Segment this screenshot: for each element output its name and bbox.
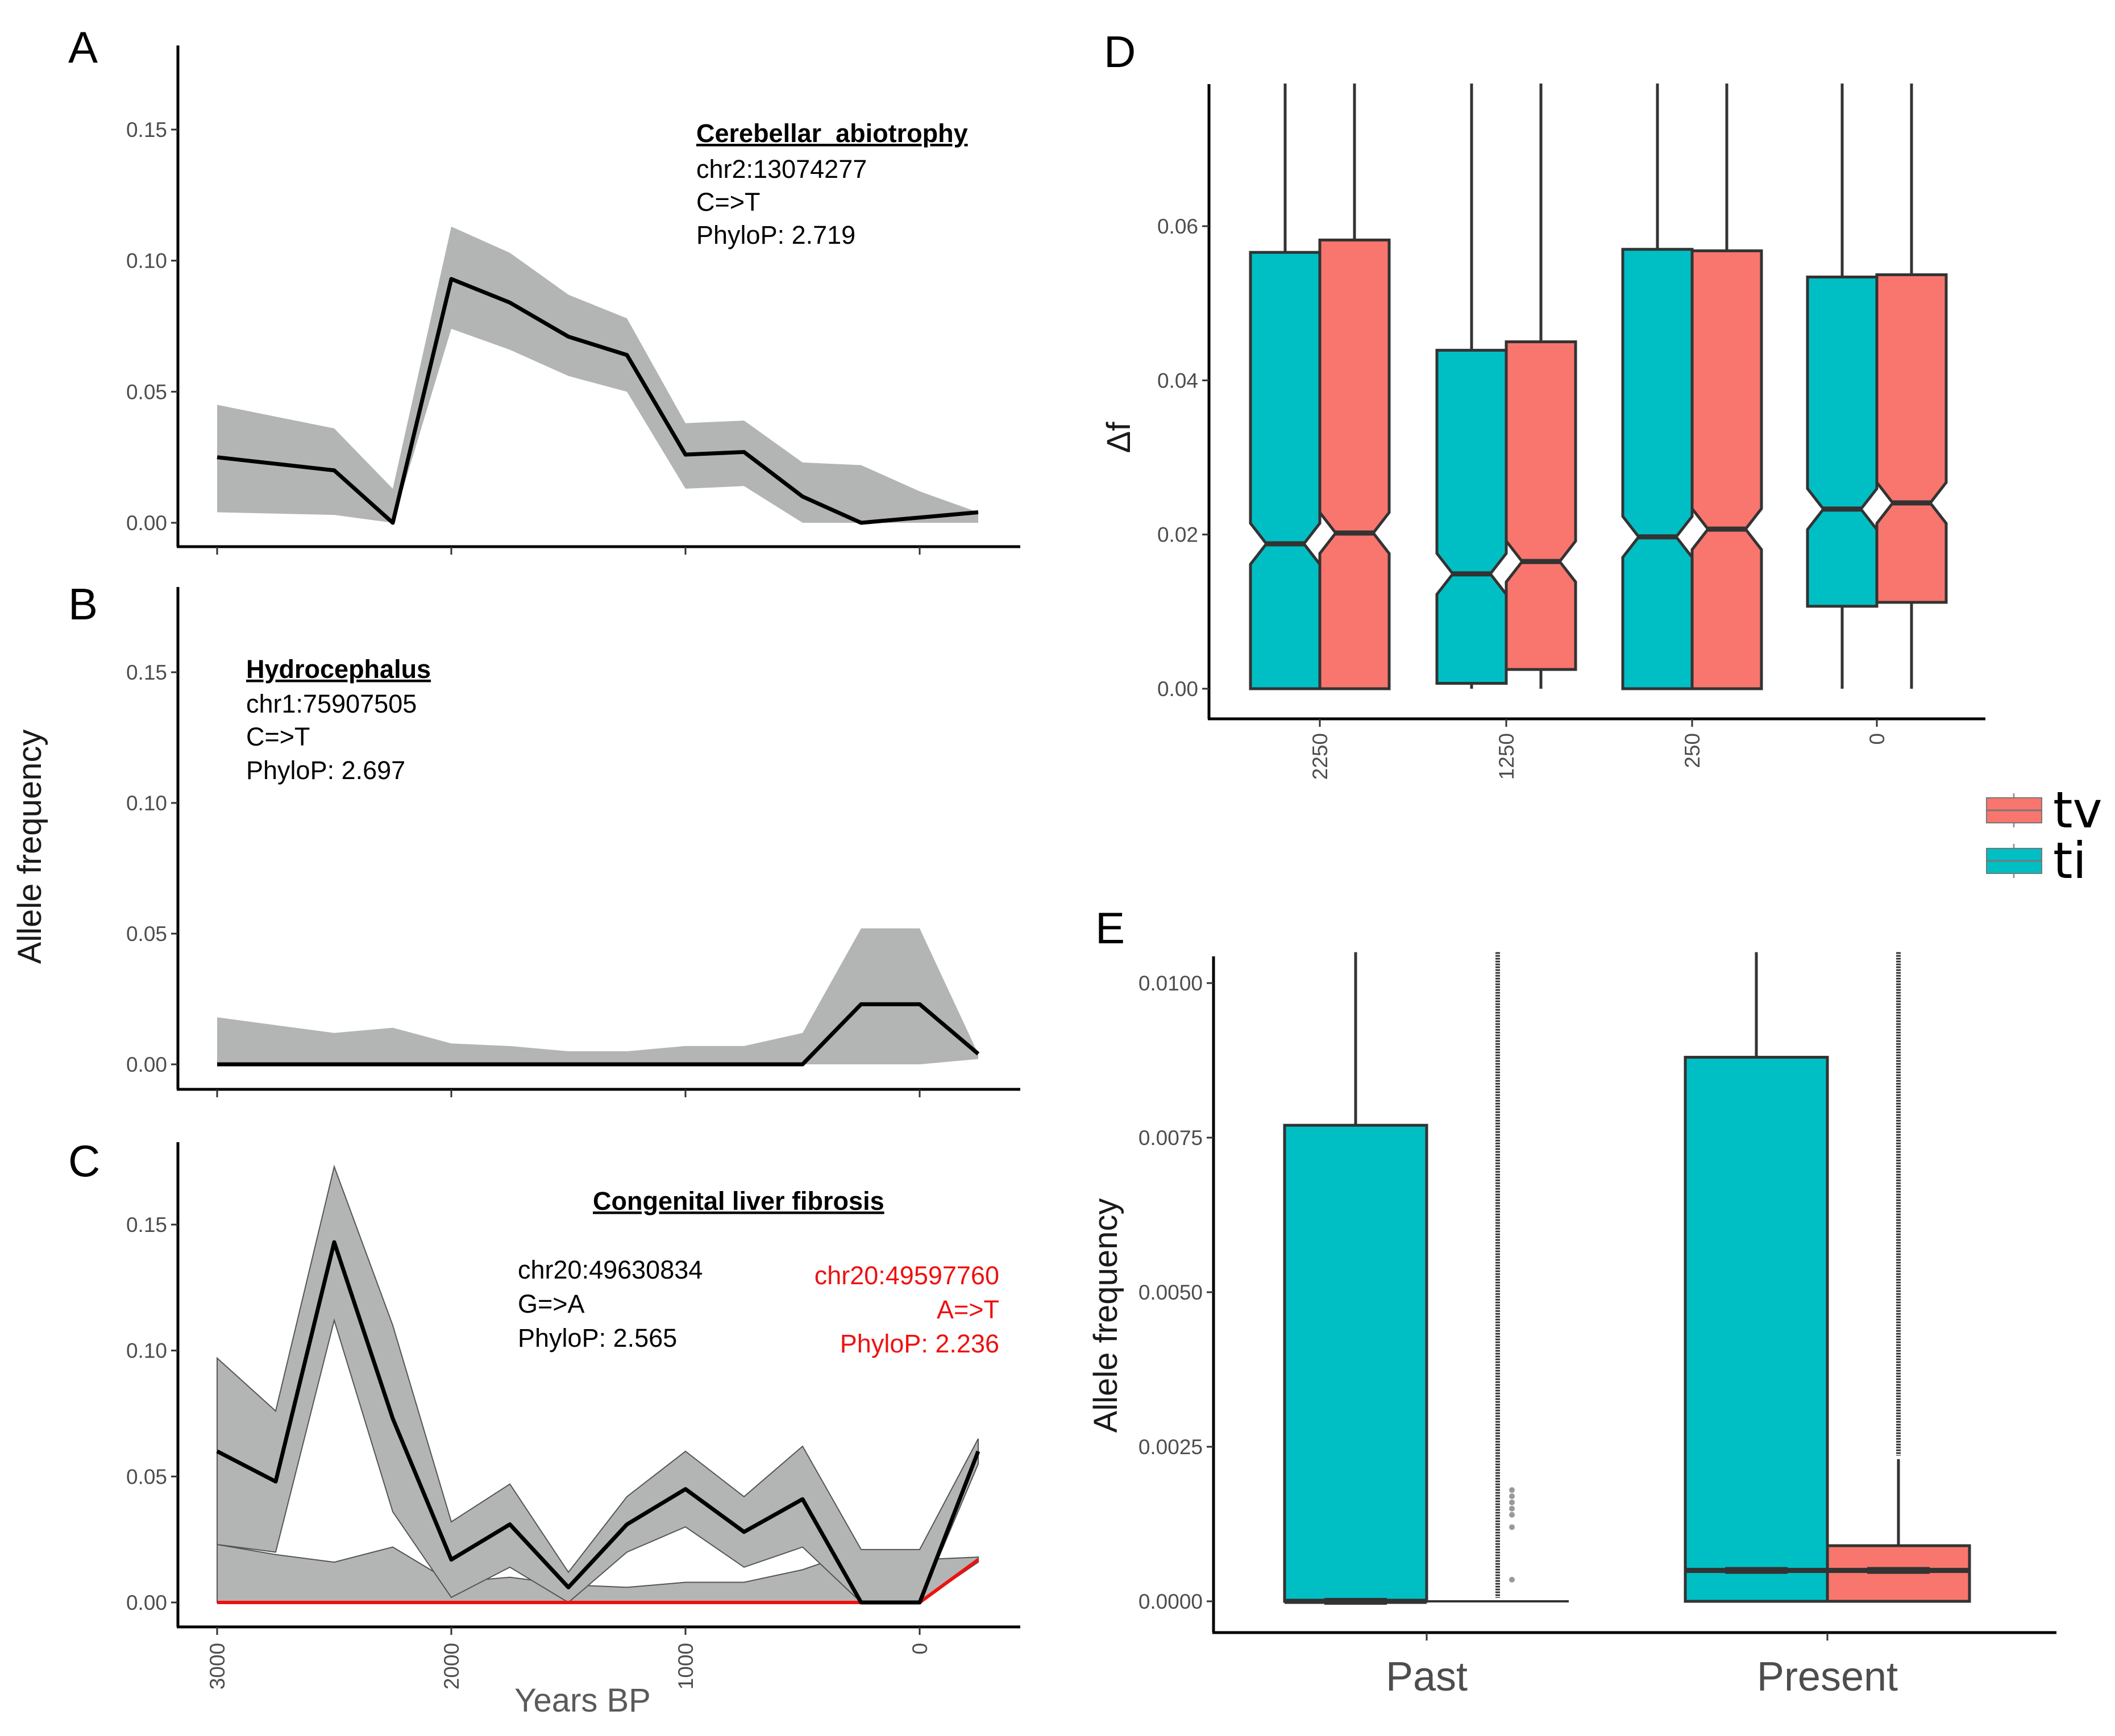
panel-e-y-tick-label: 0.0000	[1138, 1590, 1203, 1613]
left-y-axis-label: Allele frequency	[11, 730, 48, 964]
panel-d-box-tv	[1318, 238, 1391, 690]
panel-d-y-axis-label: Δf	[1100, 422, 1137, 453]
panel-e-outlier-point	[1509, 1499, 1515, 1505]
panel-c-y-tick-label: 0.10	[126, 1339, 167, 1363]
panel-b-locus: chr1:75907505	[246, 689, 417, 718]
panel-e-y-tick-label: 0.0075	[1138, 1126, 1203, 1150]
panel-c-locus: chr20:49630834	[518, 1255, 703, 1284]
panel-e-outlier-point	[1509, 1576, 1515, 1583]
panel-d-x-tick-label: 250	[1681, 733, 1704, 768]
panel-e-x-tick-label: Present	[1757, 1654, 1898, 1700]
panel-label-a: A	[68, 22, 98, 72]
panel-d-y-tick-label: 0.04	[1157, 369, 1198, 392]
panel-e: 0.0000 0.0025 0.0050 0.0075 0.0100 Past Presen…	[1138, 952, 2056, 1700]
panel-a-y-tick-label: 0.10	[126, 249, 167, 273]
panel-d: 0.00 0.02 0.04 0.06 2250 1250 250 0	[1157, 84, 1985, 780]
panel-c-locus-red: chr20:49597760	[815, 1261, 999, 1290]
panel-d-y-tick-label: 0.02	[1157, 523, 1198, 547]
panel-c-mutation: G=>A	[518, 1289, 585, 1318]
panel-c-y-tick-label: 0.15	[126, 1213, 167, 1237]
panel-c-y-tick-label: 0.05	[126, 1465, 167, 1488]
panel-b: 0.00 0.05 0.10 0.15	[126, 587, 1020, 1097]
panel-c-freq-line	[216, 1240, 980, 1605]
panel-c: 0.00 0.05 0.10 0.15 3000 2000 1000 0	[126, 1142, 1020, 1689]
panel-a-phylop: PhyloP: 2.719	[696, 220, 855, 249]
panel-a: 0.00 0.05 0.10 0.15	[126, 45, 1020, 555]
panel-e-y-axis-label: Allele frequency	[1087, 1198, 1124, 1433]
panel-b-y-tick-label: 0.15	[126, 661, 167, 684]
panel-c-freq-line	[217, 1558, 979, 1604]
legend-label-tv: tv	[2053, 781, 2102, 839]
panel-e-outlier-point	[1509, 1524, 1515, 1530]
panel-label-c: C	[68, 1136, 100, 1186]
panel-d-box-ti	[1249, 251, 1322, 690]
panel-d-y-tick-label: 0.00	[1157, 677, 1198, 701]
panel-d-y-tick-label: 0.06	[1157, 215, 1198, 238]
panel-d-box-tv	[1875, 273, 1948, 604]
panel-b-y-tick-label: 0.10	[126, 792, 167, 815]
panel-a-ci-band	[217, 226, 978, 523]
panel-e-y-tick-label: 0.0100	[1138, 972, 1203, 995]
panel-d-x-tick-label: 0	[1865, 733, 1889, 745]
panel-a-y-tick-label: 0.05	[126, 380, 167, 403]
panel-e-box-ti	[1283, 1123, 1428, 1603]
panel-label-d: D	[1104, 27, 1136, 77]
panel-b-freq-line	[217, 1002, 980, 1067]
left-x-axis-label: Years BP	[514, 1682, 651, 1719]
panel-a-freq-line	[217, 277, 979, 525]
panel-b-title: Hydrocephalus	[246, 655, 431, 684]
panel-e-box-tv	[1826, 1544, 1971, 1603]
panel-c-y-tick-label: 0.00	[126, 1591, 167, 1614]
panel-a-mutation: C=>T	[696, 188, 761, 217]
legend-label-ti: ti	[2053, 831, 2087, 890]
panel-d-box-ti	[1435, 348, 1508, 685]
panel-b-mutation: C=>T	[246, 722, 310, 751]
panel-a-title: Cerebellar_abiotrophy	[696, 119, 968, 148]
panel-c-mutation-red: A=>T	[937, 1295, 999, 1324]
panel-d-box-ti	[1621, 248, 1694, 690]
panel-e-outlier-point	[1509, 1487, 1515, 1493]
panel-b-ci-band	[217, 928, 978, 1064]
panel-c-x-tick-label: 1000	[674, 1643, 697, 1689]
panel-d-box-tv	[1505, 340, 1577, 671]
panel-c-phylop-red: PhyloP: 2.236	[840, 1329, 999, 1358]
panel-d-x-tick-label: 1250	[1495, 733, 1518, 780]
panel-a-locus: chr2:13074277	[696, 155, 867, 184]
panel-c-x-tick-label: 0	[908, 1643, 932, 1655]
panel-c-x-tick-label: 2000	[440, 1643, 463, 1689]
panel-d-box-tv	[1690, 249, 1763, 690]
panel-e-y-tick-label: 0.0025	[1138, 1435, 1203, 1459]
panel-c-phylop: PhyloP: 2.565	[518, 1323, 677, 1352]
panel-label-e: E	[1095, 903, 1125, 953]
panel-e-outlier-point	[1509, 1505, 1515, 1512]
panel-d-x-tick-label: 2250	[1308, 733, 1332, 780]
panel-e-outlier-point	[1509, 1493, 1515, 1500]
panel-c-ci-band	[217, 1164, 979, 1604]
panel-d-box-ti	[1806, 276, 1879, 608]
panel-e-y-tick-label: 0.0050	[1138, 1281, 1203, 1304]
panel-b-y-tick-label: 0.05	[126, 922, 167, 946]
panel-e-outlier-point	[1509, 1512, 1515, 1518]
panel-label-b: B	[68, 579, 98, 629]
panel-e-x-tick-label: Past	[1386, 1654, 1468, 1700]
panel-e-box-ti	[1684, 1056, 1829, 1603]
panel-a-y-tick-label: 0.15	[126, 118, 167, 141]
panel-c-title: Congenital liver fibrosis	[593, 1187, 884, 1215]
panel-a-y-tick-label: 0.00	[126, 511, 167, 535]
panel-b-y-tick-label: 0.00	[126, 1053, 167, 1076]
panel-c-x-tick-label: 3000	[206, 1643, 229, 1689]
panel-b-phylop: PhyloP: 2.697	[246, 756, 405, 785]
